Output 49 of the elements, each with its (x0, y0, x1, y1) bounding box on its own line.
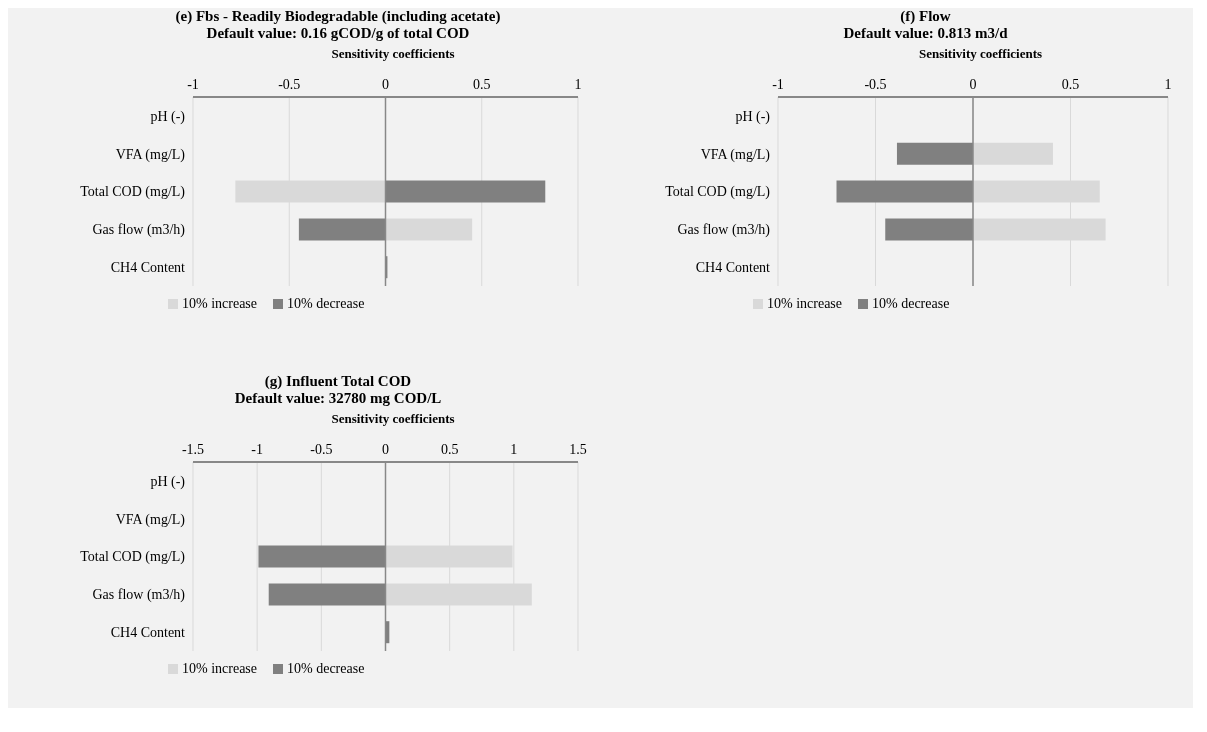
x-tick-label: -1 (251, 442, 263, 457)
y-tick-label: CH4 Content (110, 625, 186, 641)
legend-label: 10% increase (182, 661, 258, 677)
chart-title: (f) Flow (899, 8, 952, 25)
legend-label: 10% increase (182, 296, 258, 312)
x-tick-label: 0.5 (1061, 77, 1080, 92)
legend-label: 10% decrease (287, 661, 365, 677)
x-tick-label: -0.5 (310, 442, 333, 457)
x-tick-label: 1.5 (569, 442, 587, 457)
legend-label: 10% increase (767, 296, 843, 312)
y-tick-label: VFA (mg/L) (115, 146, 186, 163)
chart-title: (e) Fbs - Readily Biodegradable (including acetate) (174, 8, 502, 25)
bar (385, 218, 473, 241)
bar (973, 142, 1053, 165)
y-tick-label: pH (-) (735, 108, 771, 125)
x-tick-label: -1 (187, 77, 199, 92)
y-tick-label: Total COD (mg/L) (665, 184, 771, 201)
y-tick-label: Gas flow (m3/h) (92, 587, 186, 604)
y-tick-label: pH (-) (150, 473, 186, 490)
y-tick-label: Total COD (mg/L) (80, 549, 186, 566)
y-tick-label: CH4 Content (695, 260, 771, 276)
x-tick-label: 1 (510, 442, 518, 457)
x-tick-label: -1 (772, 77, 784, 92)
x-tick-label: 0 (382, 77, 389, 92)
x-axis-title: Sensitivity coefficients (330, 46, 456, 62)
y-tick-label: VFA (mg/L) (700, 146, 771, 163)
chart-title: (g) Influent Total COD (263, 373, 413, 390)
x-tick-label: -0.5 (278, 77, 301, 92)
x-tick-label: 0 (382, 442, 389, 457)
x-axis-title: Sensitivity coefficients (330, 411, 456, 427)
x-tick-label: -0.5 (864, 77, 887, 92)
y-tick-label: CH4 Content (110, 260, 186, 276)
y-tick-label: Gas flow (m3/h) (677, 222, 771, 239)
x-tick-label: 0.5 (440, 442, 459, 457)
y-tick-label: Gas flow (m3/h) (92, 222, 186, 239)
x-tick-label: 1 (1164, 77, 1172, 92)
y-tick-label: Total COD (mg/L) (80, 184, 186, 201)
y-tick-label: VFA (mg/L) (115, 511, 186, 528)
x-tick-label: -1.5 (181, 442, 205, 457)
legend-label: 10% decrease (287, 296, 365, 312)
chart-subtitle: Default value: 0.813 m3/d (842, 25, 1009, 42)
x-tick-label: 0 (969, 77, 977, 92)
chart-subtitle: Default value: 0.16 gCOD/g of total COD (205, 25, 471, 42)
x-axis-title: Sensitivity coefficients (917, 46, 1044, 62)
y-tick-label: pH (-) (150, 108, 186, 125)
x-tick-label: 1 (574, 77, 582, 92)
legend-label: 10% decrease (872, 296, 950, 312)
chart-subtitle: Default value: 32780 mg COD/L (233, 390, 443, 407)
x-tick-label: 0.5 (473, 77, 491, 92)
